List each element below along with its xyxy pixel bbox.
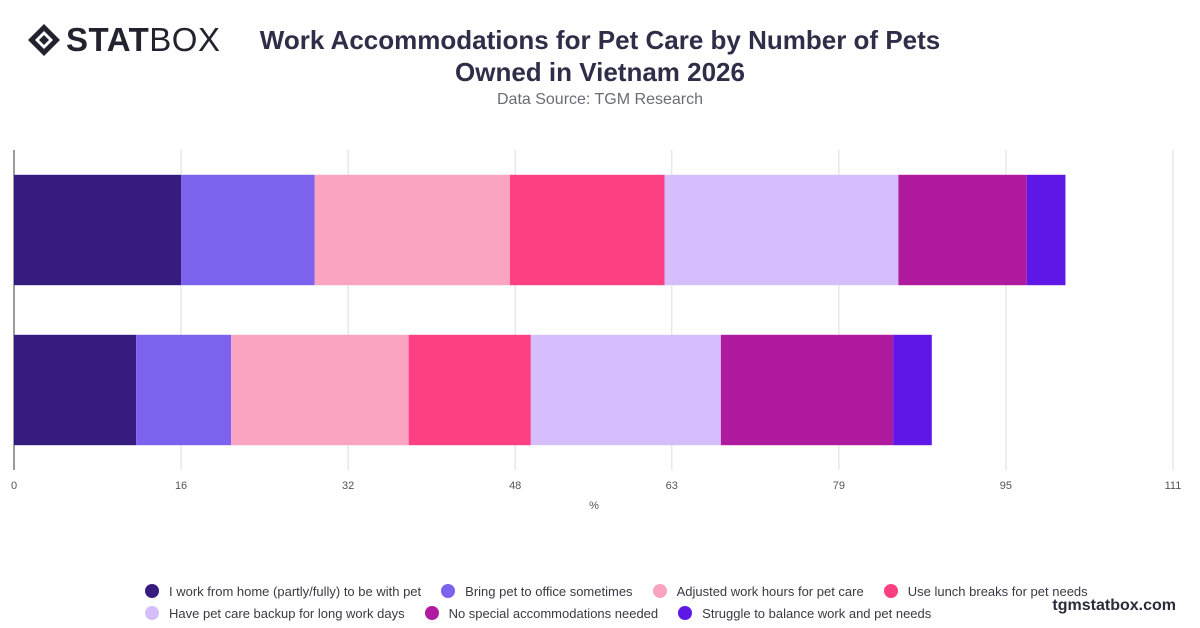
legend-item[interactable]: Bring pet to office sometimes bbox=[441, 583, 633, 599]
logo-text-light: BOX bbox=[149, 21, 221, 58]
legend-item[interactable]: Struggle to balance work and pet needs bbox=[678, 606, 931, 621]
bar-segment-row1-series6[interactable] bbox=[898, 174, 1027, 286]
statbox-logo-text: STATBOX bbox=[66, 22, 220, 58]
legend-label: Struggle to balance work and pet needs bbox=[702, 605, 932, 621]
legend-label: No special accommodations needed bbox=[448, 605, 659, 621]
x-tick-label: 63 bbox=[666, 480, 678, 492]
bar-segment-row1-series4[interactable] bbox=[509, 174, 665, 286]
legend-swatch bbox=[145, 606, 159, 620]
chart-legend: I work from home (partly/fully) to be wi… bbox=[145, 580, 1088, 624]
x-axis-tick-labels: 0 16 32 48 63 79 95 111 bbox=[11, 480, 1181, 492]
bar-segment-row2-series7[interactable] bbox=[893, 334, 932, 446]
x-tick-label: 0 bbox=[11, 480, 17, 492]
chart-subtitle: Data Source: TGM Research bbox=[496, 91, 703, 108]
footer-site: tgmstatbox.com bbox=[1052, 597, 1176, 614]
statbox-logo-icon bbox=[28, 24, 60, 56]
legend-item[interactable]: Use lunch breaks for pet needs bbox=[883, 583, 1088, 599]
chart-title-line-2: Owned in Vietnam 2026 bbox=[455, 57, 745, 87]
x-axis-label: % bbox=[589, 500, 599, 512]
legend-label: Use lunch breaks for pet needs bbox=[907, 583, 1088, 599]
legend-label: Adjusted work hours for pet care bbox=[676, 583, 864, 599]
legend-swatch bbox=[652, 584, 667, 598]
x-tick-label: 79 bbox=[833, 480, 845, 492]
bar-segment-row1-series7[interactable] bbox=[1026, 174, 1066, 286]
legend-swatch bbox=[424, 606, 439, 620]
bar-segment-row2-series3[interactable] bbox=[231, 334, 409, 446]
chart-title: Work Accommodations for Pet Care by Numb… bbox=[250, 24, 950, 88]
x-tick-label: 16 bbox=[175, 480, 187, 492]
legend-swatch bbox=[883, 584, 898, 598]
bar-segment-row2-series6[interactable] bbox=[720, 334, 894, 446]
logo-text-bold: STAT bbox=[66, 21, 150, 58]
bar-segment-row1-series2[interactable] bbox=[181, 174, 315, 286]
bar-segment-row1-series3[interactable] bbox=[314, 174, 510, 286]
bar-segment-row2-series4[interactable] bbox=[408, 334, 531, 446]
x-tick-label: 95 bbox=[1000, 480, 1012, 492]
bar-segments bbox=[14, 174, 1066, 446]
bar-segment-row2-series5[interactable] bbox=[530, 334, 721, 446]
legend-item[interactable]: I work from home (partly/fully) to be wi… bbox=[145, 584, 421, 599]
legend-item[interactable]: Have pet care backup for long work days bbox=[145, 606, 405, 621]
legend-swatch bbox=[441, 584, 456, 598]
legend-row: I work from home (partly/fully) to be wi… bbox=[145, 580, 1088, 602]
x-tick-label: 48 bbox=[509, 480, 521, 492]
bar-segment-row2-series2[interactable] bbox=[136, 334, 232, 446]
bar-segment-row2-series1[interactable] bbox=[14, 334, 137, 446]
x-tick-label: 32 bbox=[342, 480, 354, 492]
legend-row: Have pet care backup for long work days N… bbox=[145, 602, 1075, 624]
bar-segment-row1-series1[interactable] bbox=[14, 174, 182, 286]
stacked-bar-chart: 0 16 32 48 63 79 95 111 % bbox=[11, 150, 1181, 512]
legend-item[interactable]: No special accommodations needed bbox=[424, 605, 659, 621]
legend-label: Have pet care backup for long work days bbox=[169, 605, 405, 621]
legend-label: I work from home (partly/fully) to be wi… bbox=[169, 583, 422, 599]
statbox-logo: STATBOX bbox=[26, 22, 220, 58]
legend-swatch bbox=[678, 606, 693, 620]
legend-item[interactable]: Adjusted work hours for pet care bbox=[652, 583, 864, 599]
bar-segment-row1-series5[interactable] bbox=[664, 174, 899, 286]
chart-title-line-1: Work Accommodations for Pet Care by Numb… bbox=[259, 25, 941, 55]
x-tick-label: 111 bbox=[1165, 480, 1182, 492]
legend-label: Bring pet to office sometimes bbox=[465, 583, 633, 599]
legend-swatch bbox=[145, 584, 159, 598]
